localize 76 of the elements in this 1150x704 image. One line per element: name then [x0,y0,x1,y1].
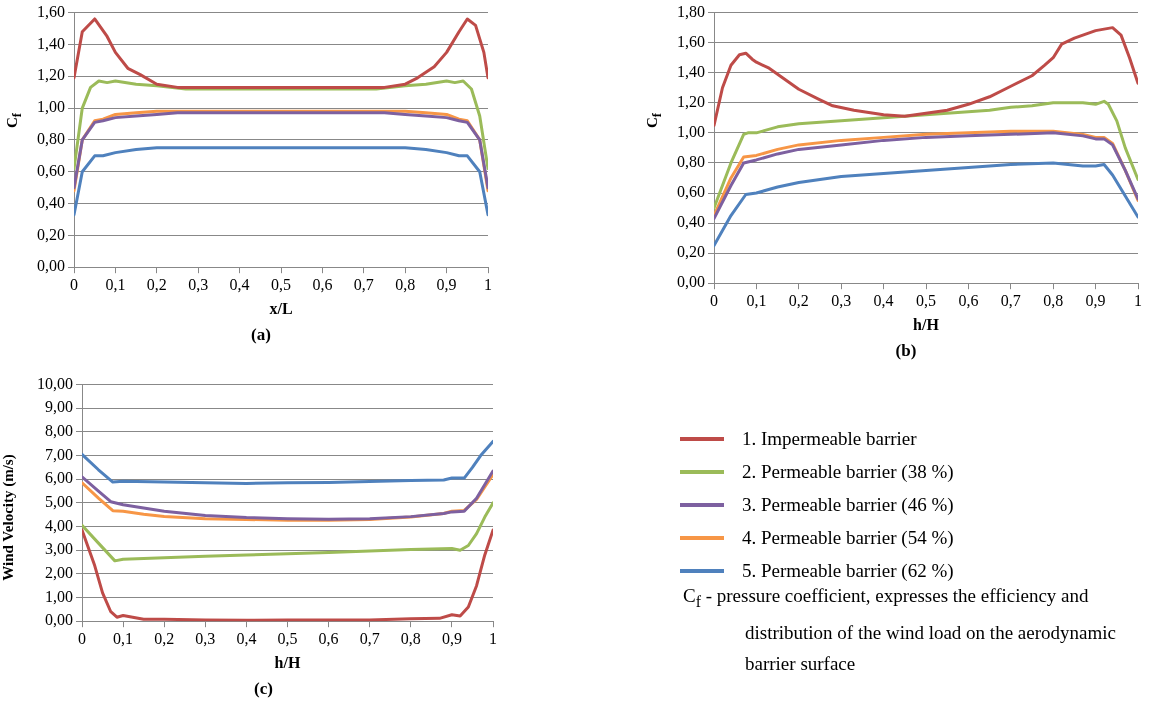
x-tick-label: 1 [484,276,492,293]
y-tick-label: 0,00 [37,257,65,275]
y-tick-label: 1,20 [37,66,65,84]
y-tick-label: 1,40 [677,62,705,80]
x-axis-title: h/H [913,316,940,334]
x-tick-label: 0,4 [236,630,257,647]
y-tick-label: 0,40 [37,193,65,211]
x-tick-label: 0,1 [113,630,134,647]
y-tick-label: 5,00 [45,493,73,511]
x-tick-label: 1 [489,630,497,647]
x-tick-label: 0,6 [312,276,333,293]
x-tick-label: 0,1 [105,276,126,293]
text: (a) [251,325,271,345]
x-tick-label: 0,2 [788,292,809,309]
x-tick-label: 0,1 [746,292,767,309]
x-tick-label: 0 [710,292,718,309]
legend-label: 4. Permeable barrier (54 %) [742,526,954,550]
x-tick-label: 0,9 [1085,292,1106,309]
x-tick-label: 0,5 [277,630,298,647]
text: (b) [895,341,917,361]
x-tick-label: 0,7 [1000,292,1021,309]
x-tick-label: 0,9 [441,630,462,647]
x-tick-label: 0,4 [229,276,250,293]
y-tick-label: 0,80 [677,153,705,171]
x-tick-label: 0 [70,276,78,293]
x-tick-label: 0,6 [958,292,979,309]
x-tick-label: 0,7 [359,630,380,647]
x-tick-label: 1 [1134,292,1142,309]
x-tick-label: 0,9 [436,276,457,293]
x-axis-title: x/L [269,300,293,318]
y-axis-title: Wind Velocity (m/s) [0,453,17,581]
y-tick-label: 1,00 [677,123,705,141]
x-tick-label: 0,2 [146,276,167,293]
x-tick-label: 0 [78,630,86,647]
y-tick-label: 6,00 [45,469,73,487]
y-tick-label: 0,40 [677,213,705,231]
y-tick-label: 0,20 [677,243,705,261]
y-tick-label: 8,00 [45,422,73,440]
legend-label: 2. Permeable barrier (38 %) [742,460,954,484]
text: C$_{f}$ - pressure coefficient, expresses the efficiency and distribution of the wind load on the aerodynamic barrier surface [683,584,1117,676]
x-tick-label: 0,3 [831,292,852,309]
y-tick-label: 3,00 [45,540,73,558]
y-tick-label: 1,80 [677,2,705,20]
y-tick-label: 0,80 [37,130,65,148]
x-tick-label: 0,5 [916,292,936,309]
x-axis-title: h/H [274,654,301,672]
y-tick-label: 0,00 [677,273,705,291]
y-tick-label: 7,00 [45,445,73,463]
y-tick-label: 0,60 [677,183,705,201]
legend-label: 3. Permeable barrier (46 %) [742,493,954,517]
y-tick-label: 1,00 [45,587,73,605]
text: (c) [254,679,273,699]
y-tick-label: 0,20 [37,225,65,243]
y-tick-label: 0,00 [45,611,73,629]
x-tick-label: 0,6 [318,630,339,647]
y-tick-label: 2,00 [45,564,73,582]
y-tick-label: 10,00 [37,374,73,392]
x-tick-label: 0,7 [353,276,374,293]
y-tick-label: 1,60 [677,32,705,50]
y-tick-label: 1,40 [37,34,65,52]
x-tick-label: 0,8 [395,276,416,293]
y-tick-label: 1,60 [37,2,65,20]
x-tick-label: 0,5 [271,276,291,293]
y-tick-label: 0,60 [37,161,65,179]
x-tick-label: 0,4 [873,292,894,309]
x-tick-label: 0,3 [188,276,209,293]
x-tick-label: 0,8 [1043,292,1064,309]
y-tick-label: 4,00 [45,516,73,534]
legend-label: 1. Impermeable barrier [742,427,917,451]
y-tick-label: 9,00 [45,398,73,416]
x-tick-label: 0,2 [154,630,175,647]
y-tick-label: 1,00 [37,98,65,116]
y-tick-label: 1,20 [677,93,705,110]
legend-label: 5. Permeable barrier (62 %) [742,560,954,581]
x-tick-label: 0,3 [195,630,216,647]
x-tick-label: 0,8 [400,630,421,647]
